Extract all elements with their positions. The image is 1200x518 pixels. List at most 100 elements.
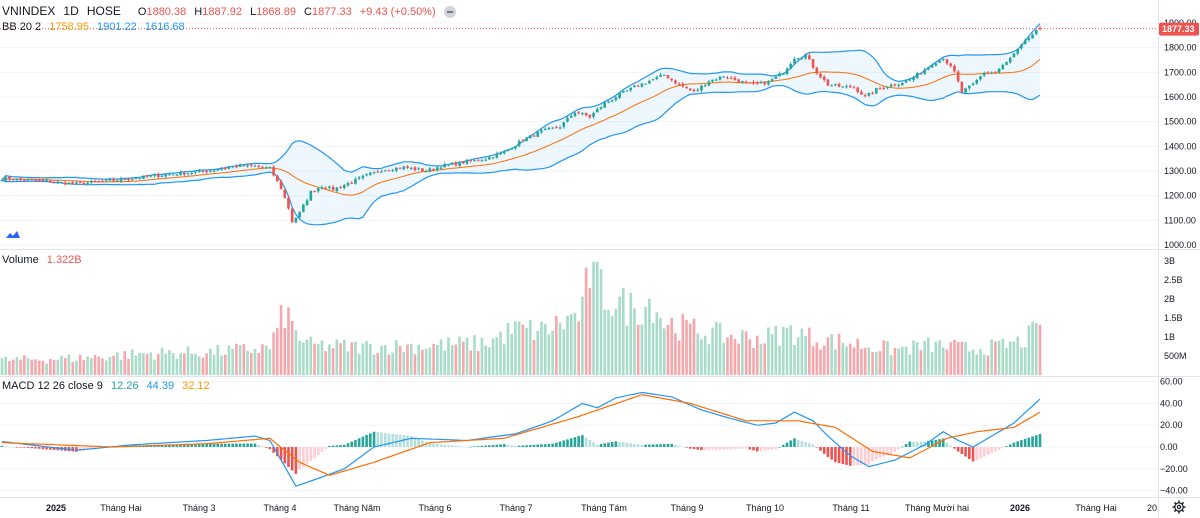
volume-bar xyxy=(246,350,249,375)
candle-body xyxy=(555,127,558,129)
volume-bar xyxy=(11,359,15,375)
symbol-name[interactable]: VNINDEX xyxy=(2,4,56,18)
volume-bar xyxy=(622,288,625,375)
volume-bar xyxy=(517,321,521,375)
volume-bar xyxy=(264,345,268,375)
volume-bar xyxy=(287,307,290,375)
volume-bar xyxy=(119,359,123,375)
candle-body xyxy=(424,171,428,173)
tradingview-logo-icon[interactable] xyxy=(4,226,22,244)
candle-body xyxy=(469,159,473,161)
candle-body xyxy=(904,80,908,83)
macd-hist-bar xyxy=(223,443,227,447)
macd-hist-bar xyxy=(1027,437,1031,447)
macd-hist-bar xyxy=(465,447,469,448)
macd-hist-bar xyxy=(502,444,506,447)
volume-bar xyxy=(744,331,748,375)
macd-label: MACD 12 26 close 9 xyxy=(2,380,103,392)
candle-body xyxy=(465,160,469,164)
macd-hist-bar xyxy=(395,434,398,447)
volume-bar xyxy=(789,325,793,375)
collapse-legend-icon[interactable] xyxy=(443,6,456,19)
volume-bar xyxy=(294,330,298,375)
macd-hist-bar xyxy=(272,447,275,453)
volume-bar xyxy=(372,354,376,375)
candle-body xyxy=(536,131,540,137)
bb-upper-value: 1901.22 xyxy=(97,21,137,33)
volume-bar xyxy=(934,341,938,375)
candle-body xyxy=(238,164,242,167)
volume-bar xyxy=(164,353,168,375)
macd-hist-bar xyxy=(428,443,432,447)
volume-bar xyxy=(755,335,759,375)
volume-bar xyxy=(134,355,138,375)
candle-body xyxy=(923,69,926,74)
bb-legend[interactable]: BB 20 2 1758.95 1901.22 1616.68 xyxy=(2,21,190,33)
candle-body xyxy=(677,83,681,85)
volume-bar xyxy=(182,353,186,375)
volume-bars xyxy=(0,261,1042,375)
macd-hist-bar xyxy=(484,445,487,447)
macd-hist-bar xyxy=(644,444,647,447)
candle-body xyxy=(506,149,510,152)
macd-hist-bar xyxy=(1008,444,1012,447)
macd-legend[interactable]: MACD 12 26 close 9 12.26 44.39 32.12 xyxy=(2,380,215,392)
volume-axis: 3B 2.5B 2B 1.5B 1B 500M xyxy=(1164,256,1187,361)
volume-bar xyxy=(160,347,164,375)
macd-hist-bar xyxy=(815,447,819,448)
volume-bar xyxy=(659,317,662,375)
candle-body xyxy=(826,79,830,86)
candle-body xyxy=(476,160,480,162)
candle-body xyxy=(547,127,551,130)
candle-body xyxy=(681,83,685,87)
candle-body xyxy=(543,128,547,131)
macd-hist-bar xyxy=(603,443,607,447)
volume-bar xyxy=(142,353,145,375)
candle-body xyxy=(227,167,231,169)
volume-bar xyxy=(63,358,67,375)
macd-hist-bar xyxy=(313,447,316,458)
volume-bar xyxy=(688,323,692,375)
candle-body xyxy=(320,186,324,189)
macd-hist-bar xyxy=(212,443,216,447)
macd-hist-bar xyxy=(562,440,566,447)
candle-body xyxy=(514,146,517,149)
candle-body xyxy=(629,87,633,91)
candle-body xyxy=(331,186,335,191)
volume-bar xyxy=(450,345,454,375)
macd-hist-bar xyxy=(249,443,253,447)
macd-hist-bar xyxy=(941,438,945,447)
macd-hist-bar xyxy=(867,447,871,465)
high-value: 1887.92 xyxy=(202,6,242,18)
volume-bar xyxy=(830,334,833,375)
volume-bar xyxy=(815,342,819,375)
volume-bar xyxy=(826,337,830,375)
settings-gear-icon[interactable] xyxy=(1172,500,1186,514)
macd-hist-bar xyxy=(662,444,666,447)
macd-hist-bar xyxy=(413,437,417,447)
macd-hist-bar xyxy=(964,447,967,457)
candle-body xyxy=(964,88,967,93)
candle-body xyxy=(640,83,644,87)
macd-hist-bar xyxy=(752,447,755,451)
candle-body xyxy=(502,151,506,154)
interval[interactable]: 1D xyxy=(63,4,79,18)
macd-hist-bar xyxy=(506,444,510,447)
volume-bar xyxy=(220,355,223,375)
bollinger-bands xyxy=(1,23,1041,226)
candle-body xyxy=(781,73,785,75)
volume-legend[interactable]: Volume 1.322B xyxy=(2,254,87,266)
candle-body xyxy=(37,179,41,181)
volume-bar xyxy=(569,314,573,375)
volume-bar xyxy=(127,358,130,375)
macd-hist-bar xyxy=(365,435,368,447)
volume-bar xyxy=(510,333,514,375)
candle-body xyxy=(361,175,365,179)
volume-bar xyxy=(752,348,755,375)
macd-hist-bar xyxy=(421,440,424,447)
candle-body xyxy=(770,79,774,82)
candle-body xyxy=(168,174,171,176)
macd-hist-bar xyxy=(376,432,380,447)
candle-body xyxy=(264,167,268,169)
